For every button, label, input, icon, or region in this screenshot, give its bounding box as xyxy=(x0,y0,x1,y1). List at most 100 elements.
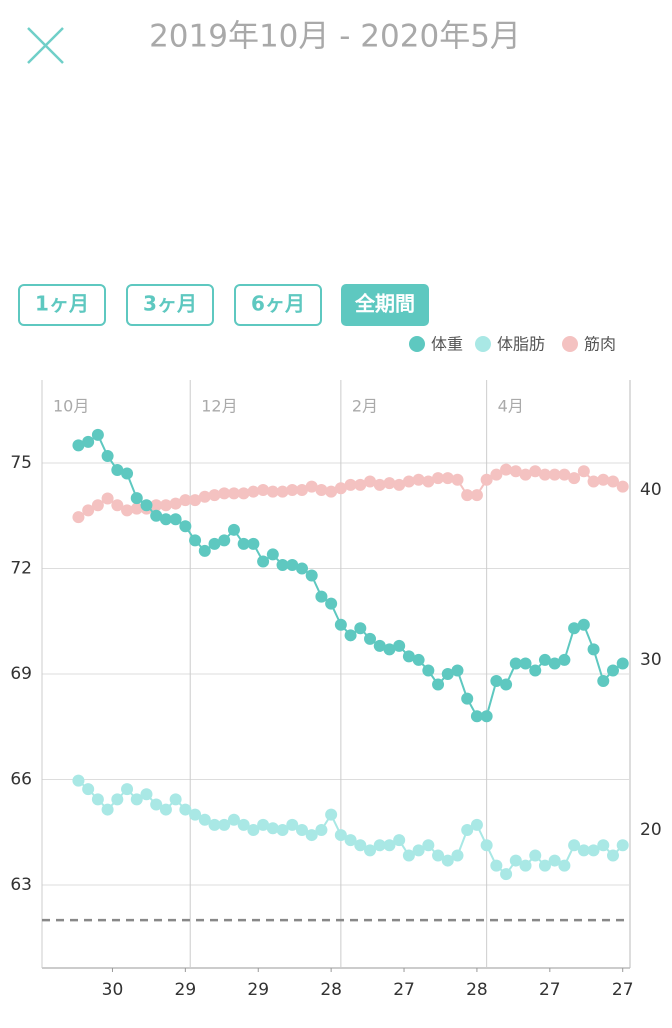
range-button-label[interactable]: 6ヶ月 xyxy=(251,292,305,316)
point xyxy=(227,813,240,826)
range-button-label[interactable]: 1ヶ月 xyxy=(35,292,89,316)
point xyxy=(354,622,367,635)
point xyxy=(111,793,124,806)
point xyxy=(412,473,425,486)
point xyxy=(286,818,299,831)
legend-swatch xyxy=(475,336,491,352)
point xyxy=(150,499,163,512)
point xyxy=(276,823,289,836)
point xyxy=(344,834,357,847)
point xyxy=(412,844,425,857)
point xyxy=(383,643,396,656)
point xyxy=(451,664,464,677)
point xyxy=(111,499,124,512)
point xyxy=(295,483,308,496)
point xyxy=(373,478,386,491)
point xyxy=(325,485,338,498)
point xyxy=(422,475,435,488)
point xyxy=(257,818,270,831)
month-label: 4月 xyxy=(498,397,524,416)
x-tick-label: 28 xyxy=(320,980,342,1000)
close-button[interactable] xyxy=(27,27,64,64)
point xyxy=(480,473,493,486)
range-button-label[interactable]: 3ヶ月 xyxy=(143,292,197,316)
point xyxy=(577,465,590,478)
y2-tick-label: 30 xyxy=(640,650,662,670)
point xyxy=(500,463,513,476)
point xyxy=(121,467,134,480)
point xyxy=(82,435,95,448)
range-button-label[interactable]: 全期間 xyxy=(354,292,415,316)
point xyxy=(402,650,415,663)
point xyxy=(82,504,95,517)
point xyxy=(91,428,104,441)
point xyxy=(198,813,211,826)
point xyxy=(237,818,250,831)
point xyxy=(364,844,377,857)
point xyxy=(179,494,192,507)
point xyxy=(101,449,114,462)
point xyxy=(189,534,202,547)
range-button[interactable] xyxy=(234,284,322,326)
point xyxy=(218,818,231,831)
point xyxy=(286,483,299,496)
point xyxy=(500,678,513,691)
point xyxy=(587,475,600,488)
point xyxy=(480,710,493,723)
point xyxy=(451,473,464,486)
point xyxy=(441,472,454,485)
point xyxy=(500,868,513,881)
legend: 体重 体脂肪 筋肉 xyxy=(409,335,616,354)
point xyxy=(159,513,172,526)
x-tick-label: 29 xyxy=(247,980,269,1000)
point xyxy=(558,859,571,872)
point xyxy=(130,502,143,515)
point xyxy=(140,499,153,512)
point xyxy=(383,477,396,490)
point xyxy=(509,854,522,867)
point xyxy=(393,639,406,652)
point xyxy=(616,480,629,493)
range-buttons: 1ヶ月 3ヶ月 6ヶ月 全期間 xyxy=(18,284,429,326)
point xyxy=(538,468,551,481)
point xyxy=(480,839,493,852)
series-line xyxy=(77,779,624,876)
point xyxy=(91,499,104,512)
point xyxy=(208,537,221,550)
point xyxy=(383,839,396,852)
point xyxy=(198,544,211,557)
range-button[interactable] xyxy=(18,284,106,326)
point xyxy=(344,478,357,491)
point xyxy=(247,823,260,836)
x-tick-label: 29 xyxy=(175,980,197,1000)
y-tick-label: 75 xyxy=(10,453,32,473)
point xyxy=(334,482,347,495)
point xyxy=(519,657,532,670)
point xyxy=(373,639,386,652)
point xyxy=(558,653,571,666)
point xyxy=(616,839,629,852)
point xyxy=(82,783,95,796)
month-label: 2月 xyxy=(352,397,378,416)
point xyxy=(568,472,581,485)
point xyxy=(422,839,435,852)
point xyxy=(432,849,445,862)
point xyxy=(364,632,377,645)
point xyxy=(558,468,571,481)
point xyxy=(325,597,338,610)
range-button[interactable] xyxy=(126,284,214,326)
y2-tick-label: 20 xyxy=(640,820,662,840)
point xyxy=(529,465,542,478)
point xyxy=(295,562,308,575)
point xyxy=(227,487,240,500)
range-button-active[interactable] xyxy=(341,284,429,326)
point xyxy=(111,464,124,477)
point xyxy=(441,668,454,680)
point xyxy=(334,618,347,631)
y-tick-label: 69 xyxy=(10,664,32,684)
point xyxy=(72,774,85,787)
point xyxy=(305,829,318,842)
legend-label: 体脂肪 xyxy=(497,335,545,354)
point xyxy=(91,793,104,806)
